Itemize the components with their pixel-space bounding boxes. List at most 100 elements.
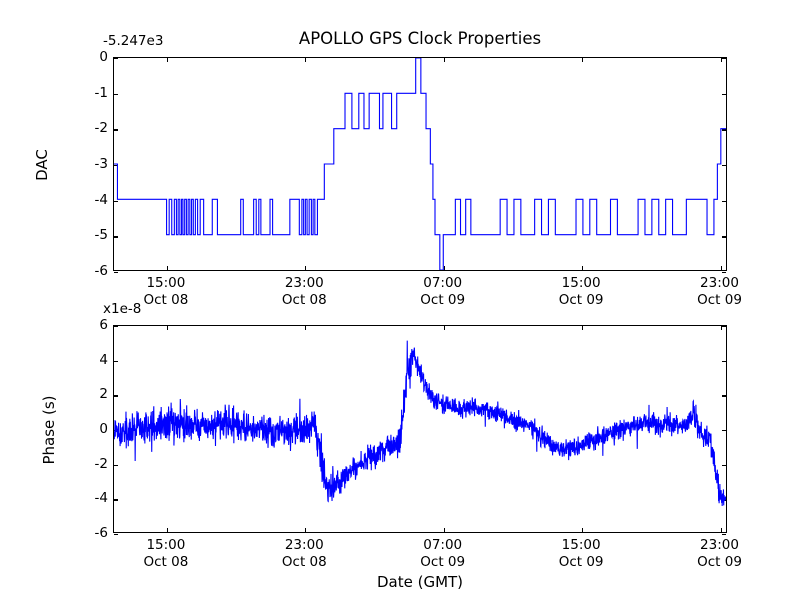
phase-ytick-mark bbox=[722, 360, 726, 362]
dac-ytick-label: -3 bbox=[94, 156, 108, 172]
phase-xtick-label: 07:00 Oct 09 bbox=[420, 537, 465, 571]
phase-xtick-mark bbox=[720, 326, 722, 330]
dac-ytick-mark bbox=[722, 129, 726, 131]
phase-ytick-mark bbox=[722, 326, 726, 328]
phase-xtick-mark bbox=[582, 528, 584, 532]
phase-xtick-time: 23:00 bbox=[700, 537, 739, 553]
dac-ytick-label: -4 bbox=[94, 191, 108, 208]
dac-xtick-mark bbox=[720, 266, 722, 270]
phase-ytick-mark bbox=[114, 395, 118, 397]
dac-ytick-mark bbox=[114, 165, 118, 167]
dac-ytick-label: 0 bbox=[99, 49, 108, 65]
dac-plot-area bbox=[113, 57, 727, 274]
phase-ytick-mark bbox=[722, 534, 726, 536]
dac-xtick-label: 23:00 Oct 08 bbox=[282, 275, 327, 309]
phase-ytick-label: -4 bbox=[94, 490, 108, 507]
phase-xtick-date: Oct 09 bbox=[697, 554, 742, 570]
dac-ytick-mark bbox=[114, 58, 118, 60]
dac-xtick-mark bbox=[720, 58, 722, 62]
dac-ytick-label: -5 bbox=[94, 227, 108, 244]
dac-ytick-mark bbox=[114, 272, 118, 274]
dac-ytick-label: -2 bbox=[94, 120, 108, 137]
phase-plot-area bbox=[113, 325, 727, 536]
dac-ytick-mark bbox=[114, 236, 118, 238]
phase-ytick-mark bbox=[114, 534, 118, 536]
phase-xtick-label: 15:00 Oct 08 bbox=[143, 537, 188, 571]
dac-ytick-mark bbox=[114, 129, 118, 131]
dac-xtick-date: Oct 08 bbox=[143, 292, 189, 308]
phase-data-line bbox=[114, 326, 726, 532]
dac-xtick-mark bbox=[305, 266, 307, 270]
dac-xtick-date: Oct 09 bbox=[697, 292, 742, 308]
phase-xtick-mark bbox=[582, 326, 584, 330]
dac-xtick-time: 23:00 bbox=[700, 275, 739, 291]
dac-xtick-time: 23:00 bbox=[284, 275, 324, 291]
phase-ytick-mark bbox=[114, 464, 118, 466]
dac-ytick-mark bbox=[114, 200, 118, 202]
dac-ytick-mark bbox=[722, 272, 726, 274]
phase-xtick-time: 23:00 bbox=[284, 537, 324, 553]
phase-ytick-label: 2 bbox=[99, 386, 108, 403]
phase-xtick-time: 07:00 bbox=[423, 537, 463, 553]
phase-ytick-mark bbox=[722, 464, 726, 466]
phase-xtick-mark bbox=[305, 326, 307, 330]
phase-xtick-label: 23:00 Oct 09 bbox=[697, 537, 742, 571]
phase-xtick-time: 15:00 bbox=[561, 537, 601, 553]
phase-xtick-date: Oct 09 bbox=[558, 554, 604, 570]
phase-ytick-label: 6 bbox=[99, 317, 108, 333]
dac-xtick-mark bbox=[582, 266, 584, 270]
dac-ytick-label: -1 bbox=[94, 84, 108, 101]
phase-offset-text: x1e-8 bbox=[103, 301, 142, 317]
phase-ytick-label: 0 bbox=[99, 421, 108, 437]
dac-ytick-label: -6 bbox=[94, 263, 108, 279]
phase-ytick-mark bbox=[114, 360, 118, 362]
phase-ytick-label: 4 bbox=[99, 351, 108, 368]
dac-ylabel: DAC bbox=[33, 149, 51, 181]
figure-xlabel: Date (GMT) bbox=[376, 573, 464, 591]
dac-xtick-date: Oct 08 bbox=[281, 292, 327, 308]
dac-xtick-mark bbox=[443, 58, 445, 62]
dac-xtick-time: 15:00 bbox=[561, 275, 601, 291]
dac-xtick-date: Oct 09 bbox=[420, 292, 466, 308]
phase-ylabel: Phase (s) bbox=[40, 395, 58, 465]
dac-xtick-mark bbox=[166, 58, 169, 62]
phase-xtick-mark bbox=[166, 528, 169, 532]
dac-xtick-mark bbox=[443, 266, 445, 270]
dac-ytick-mark bbox=[114, 93, 118, 95]
dac-xtick-time: 07:00 bbox=[423, 275, 463, 291]
dac-xtick-label: 15:00 Oct 09 bbox=[559, 275, 604, 309]
phase-ytick-mark bbox=[722, 430, 726, 432]
dac-xtick-label: 07:00 Oct 09 bbox=[420, 275, 465, 309]
dac-xtick-label: 15:00 Oct 08 bbox=[143, 275, 188, 309]
dac-data-line bbox=[114, 58, 726, 270]
phase-ytick-mark bbox=[114, 499, 118, 501]
phase-xtick-mark bbox=[443, 326, 445, 330]
phase-xtick-mark bbox=[720, 528, 722, 532]
dac-xtick-label: 23:00 Oct 09 bbox=[697, 275, 742, 309]
phase-ytick-label: -6 bbox=[94, 525, 108, 541]
phase-xtick-mark bbox=[305, 528, 307, 532]
phase-ytick-mark bbox=[114, 326, 118, 328]
figure-title: APOLLO GPS Clock Properties bbox=[298, 29, 542, 48]
phase-xtick-mark bbox=[443, 528, 445, 532]
dac-ytick-mark bbox=[722, 200, 726, 202]
phase-xtick-time: 15:00 bbox=[146, 537, 186, 553]
dac-ytick-mark bbox=[722, 165, 726, 167]
phase-xtick-date: Oct 09 bbox=[420, 554, 466, 570]
phase-xtick-date: Oct 08 bbox=[143, 554, 189, 570]
dac-xtick-mark bbox=[582, 58, 584, 62]
phase-ytick-mark bbox=[722, 395, 726, 397]
phase-xtick-label: 23:00 Oct 08 bbox=[282, 537, 327, 571]
phase-ytick-label: -2 bbox=[94, 455, 108, 472]
dac-ytick-mark bbox=[722, 236, 726, 238]
dac-ytick-mark bbox=[722, 58, 726, 60]
dac-offset-text: -5.247e3 bbox=[103, 33, 164, 49]
dac-xtick-date: Oct 09 bbox=[558, 292, 604, 308]
phase-xtick-label: 15:00 Oct 09 bbox=[559, 537, 604, 571]
dac-xtick-time: 15:00 bbox=[146, 275, 186, 291]
dac-xtick-mark bbox=[166, 266, 169, 270]
dac-ytick-mark bbox=[722, 93, 726, 95]
dac-xtick-mark bbox=[305, 58, 307, 62]
phase-xtick-mark bbox=[166, 326, 169, 330]
